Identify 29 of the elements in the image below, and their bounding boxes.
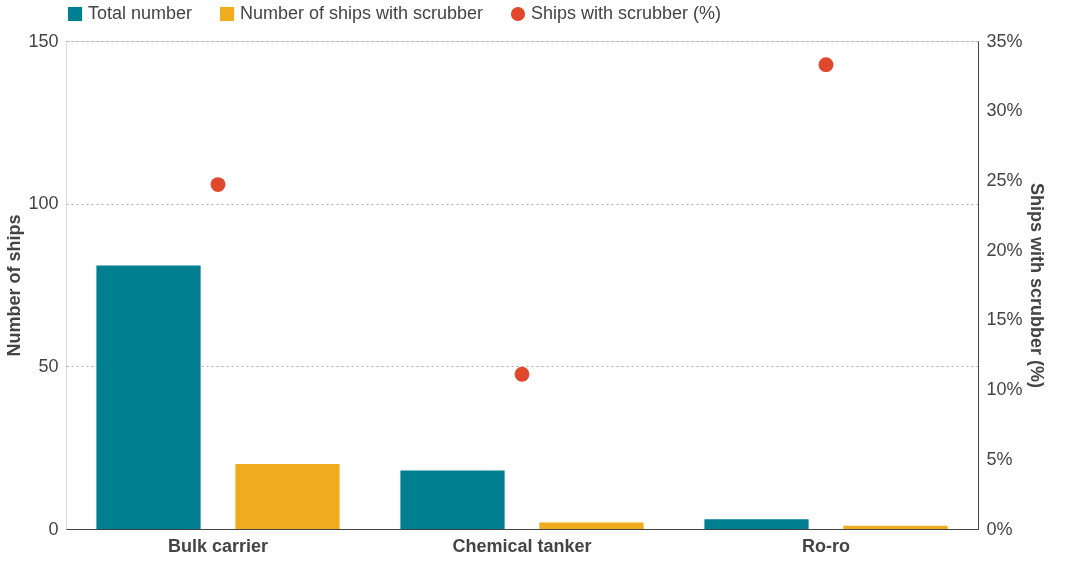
y-axis-title: Number of ships <box>4 214 25 357</box>
y-tick-label: 0 <box>48 518 59 539</box>
bar <box>400 470 505 529</box>
point <box>818 57 834 73</box>
y2-tick-label: 30% <box>986 100 1023 121</box>
bar <box>843 525 948 529</box>
y2-tick-label: 20% <box>986 239 1023 260</box>
legend-label: Ships with scrubber (%) <box>531 3 722 23</box>
bar <box>235 463 340 529</box>
bar <box>704 519 809 529</box>
x-tick-label: Bulk carrier <box>167 535 269 556</box>
y-tick-label: 50 <box>38 355 59 376</box>
point <box>210 177 226 193</box>
y2-axis-title: Ships with scrubber (%) <box>1026 182 1047 389</box>
y2-tick-label: 5% <box>986 448 1013 469</box>
y2-tick-label: 15% <box>986 309 1023 330</box>
y2-tick-label: 25% <box>986 169 1023 190</box>
y-tick-label: 100 <box>28 193 59 214</box>
point <box>514 366 530 382</box>
bar <box>96 265 201 529</box>
y2-tick-label: 35% <box>986 30 1023 51</box>
bar <box>539 522 644 529</box>
x-tick-label: Ro-ro <box>802 535 850 556</box>
legend-label: Total number <box>88 3 193 23</box>
y-tick-label: 150 <box>28 30 59 51</box>
x-tick-label: Chemical tanker <box>452 535 592 556</box>
legend-label: Number of ships with scrubber <box>240 3 484 23</box>
y2-tick-label: 0% <box>986 518 1013 539</box>
y2-tick-label: 10% <box>986 379 1023 400</box>
